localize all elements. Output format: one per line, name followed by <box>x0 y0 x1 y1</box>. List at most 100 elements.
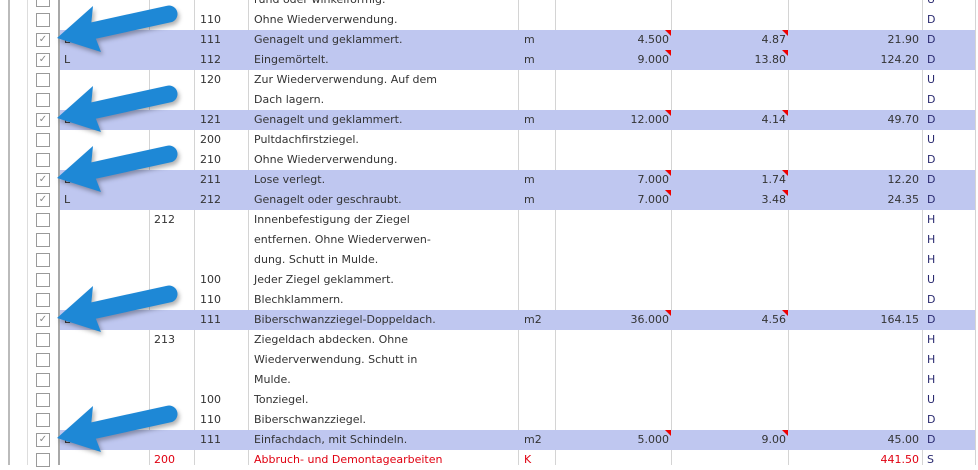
total-cell: 441.50 <box>880 453 920 466</box>
table-row[interactable]: Dach lagern. D <box>0 90 978 110</box>
row-checkbox[interactable]: ✓ <box>36 53 50 67</box>
row-checkbox[interactable] <box>36 93 50 107</box>
table-row[interactable]: 110 Blechklammern. D <box>0 290 978 310</box>
group-cell: 200 <box>154 453 175 466</box>
row-checkbox[interactable] <box>36 13 50 27</box>
table-row[interactable]: ✓L111Genagelt und geklammert.m4.5004.872… <box>0 30 978 50</box>
row-checkbox[interactable]: ✓ <box>36 113 50 127</box>
table-row[interactable]: ✓L111Einfachdach, mit Schindeln.m25.0009… <box>0 430 978 450</box>
table-row[interactable]: 213 Ziegeldach abdecken. Ohne H <box>0 330 978 350</box>
flag-cell: D <box>927 33 936 46</box>
position-cell: 111 <box>200 313 221 326</box>
edited-marker-icon <box>665 30 671 36</box>
description-cell: Biberschwanzziegel. <box>254 413 367 426</box>
unit-cell: m2 <box>524 433 542 446</box>
table-row[interactable]: 200 Abbruch- und Demontagearbeiten K 441.50… <box>0 450 978 470</box>
column-divider <box>27 0 28 465</box>
column-divider <box>671 0 672 465</box>
row-checkbox[interactable] <box>36 153 50 167</box>
table-row[interactable]: ✓ L 112 Eingemörtelt. m 9.000 13.80 124.20 D <box>0 50 978 70</box>
position-cell: 111 <box>200 33 221 46</box>
description-cell: Genagelt oder geschraubt. <box>254 193 402 206</box>
row-checkbox[interactable] <box>36 233 50 247</box>
row-checkbox[interactable] <box>36 73 50 87</box>
table-row[interactable]: 100 Tonziegel. U <box>0 390 978 410</box>
edited-marker-icon <box>782 110 788 116</box>
table-row[interactable]: 110 Ohne Wiederverwendung. D <box>0 10 978 30</box>
description-cell: Tonziegel. <box>254 393 309 406</box>
unit-price-cell: 9.00 <box>672 430 788 450</box>
flag-cell: D <box>927 313 936 326</box>
table-row[interactable]: 212 Innenbefestigung der Ziegel H <box>0 210 978 230</box>
row-checkbox[interactable]: ✓ <box>36 193 50 207</box>
flag-cell: H <box>927 353 936 366</box>
table-row[interactable]: 210 Ohne Wiederverwendung. D <box>0 150 978 170</box>
table-row[interactable]: 110 Biberschwanzziegel. D <box>0 410 978 430</box>
description-cell: Einfachdach, mit Schindeln. <box>254 433 408 446</box>
row-highlight <box>60 170 975 190</box>
unit-price-cell: 1.74 <box>672 170 788 190</box>
flag-cell: D <box>927 53 936 66</box>
quantity-cell: 7.000 <box>556 170 671 190</box>
table-row[interactable]: entfernen. Ohne Wiederverwen- H <box>0 230 978 250</box>
table-row[interactable]: ✓ L 212 Genagelt oder geschraubt. m 7.000 3.48… <box>0 190 978 210</box>
row-checkbox[interactable] <box>36 333 50 347</box>
table-row[interactable]: Wiederverwendung. Schutt in H <box>0 350 978 370</box>
edited-marker-icon <box>665 50 671 56</box>
position-cell: 210 <box>200 153 221 166</box>
row-highlight <box>60 310 975 330</box>
description-cell: Jeder Ziegel geklammert. <box>254 273 394 286</box>
description-cell: Ohne Wiederverwendung. <box>254 13 398 26</box>
column-divider <box>58 0 60 465</box>
table-row[interactable]: rund oder winkelförmig. U <box>0 0 978 10</box>
table-row[interactable]: dung. Schutt in Mulde. H <box>0 250 978 270</box>
row-checkbox[interactable] <box>36 253 50 267</box>
table-row[interactable]: 100 Jeder Ziegel geklammert. U <box>0 270 978 290</box>
table-row[interactable]: 120 Zur Wiederverwendung. Auf dem U <box>0 70 978 90</box>
description-cell: rund oder winkelförmig. <box>254 0 516 10</box>
row-checkbox[interactable]: ✓ <box>36 33 50 47</box>
unit-cell: K <box>524 453 532 466</box>
row-checkbox[interactable]: ✓ <box>36 173 50 187</box>
row-checkbox[interactable] <box>36 273 50 287</box>
row-checkbox[interactable] <box>36 413 50 427</box>
table-row[interactable]: 200 Pultdachfirstziegel. U <box>0 130 978 150</box>
row-checkbox[interactable] <box>36 0 50 7</box>
description-cell: Eingemörtelt. <box>254 53 329 66</box>
row-checkbox[interactable] <box>36 393 50 407</box>
arrow-icon <box>57 145 178 192</box>
total-cell: 45.00 <box>887 433 920 446</box>
column-divider <box>518 0 519 465</box>
row-checkbox[interactable] <box>36 213 50 227</box>
row-checkbox[interactable] <box>36 373 50 387</box>
description-cell: Dach lagern. <box>254 93 325 106</box>
quantity-cell: 7.000 <box>556 190 671 210</box>
flag-cell: U <box>927 0 967 10</box>
unit-price-cell: 4.87 <box>672 30 788 50</box>
table-row[interactable]: Mulde. H <box>0 370 978 390</box>
arrow-icon <box>57 85 178 132</box>
quantity-cell: 9.000 <box>556 50 671 70</box>
row-checkbox[interactable]: ✓ <box>36 433 50 447</box>
unit-price-cell: 4.14 <box>672 110 788 130</box>
flag-cell: H <box>927 233 936 246</box>
group-cell: 212 <box>154 213 175 226</box>
row-checkbox[interactable] <box>36 353 50 367</box>
column-divider <box>975 0 976 465</box>
table-row[interactable]: ✓L121Genagelt und geklammert.m12.0004.14… <box>0 110 978 130</box>
position-cell: 112 <box>200 53 221 66</box>
total-cell: 124.20 <box>880 53 920 66</box>
edited-marker-icon <box>782 190 788 196</box>
unit-cell: m <box>524 53 535 66</box>
row-checkbox[interactable] <box>36 133 50 147</box>
row-highlight <box>60 110 975 130</box>
description-cell: Genagelt und geklammert. <box>254 33 403 46</box>
row-highlight <box>60 30 975 50</box>
row-checkbox[interactable]: ✓ <box>36 313 50 327</box>
description-cell: Biberschwanzziegel-Doppeldach. <box>254 313 436 326</box>
flag-cell: D <box>927 413 936 426</box>
flag-cell: D <box>927 433 936 446</box>
row-checkbox[interactable] <box>36 293 50 307</box>
